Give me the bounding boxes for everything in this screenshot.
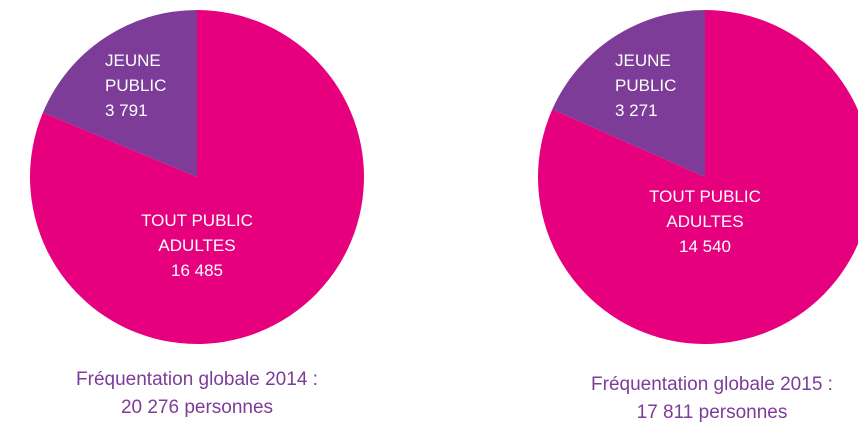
chart-subtitle: 20 276 personnes [120,397,274,418]
chart-title: Fréquentation globale 2015 : [591,374,833,395]
slice-label: TOUT PUBLIC ADULTES 14 540 [620,184,790,259]
slice-value: 3 791 [105,101,148,120]
slice-category: JEUNE PUBLIC [615,51,677,95]
slice-value: 3 271 [615,101,658,120]
pie [538,10,858,344]
slice-label: TOUT PUBLIC ADULTES 16 485 [112,208,282,283]
slice-label: JEUNE PUBLIC 3 791 [105,48,185,123]
slice-category: TOUT PUBLIC ADULTES [649,187,761,231]
chart-caption: Fréquentation globale 2014 : 20 276 perso… [32,366,362,422]
slice-label: JEUNE PUBLIC 3 271 [615,48,695,123]
pie [30,10,365,344]
slice-value: 16 485 [171,261,223,280]
pie-slice [42,10,197,177]
pie-slice [552,10,705,177]
slice-category: TOUT PUBLIC ADULTES [141,211,253,255]
pie-slice [538,10,858,344]
pie-slice [30,10,365,344]
chart-title: Fréquentation globale 2014 : [76,369,318,390]
slice-value: 14 540 [679,237,731,256]
chart-caption: Fréquentation globale 2015 : 17 811 perso… [547,371,858,427]
chart-subtitle: 17 811 personnes [636,402,788,423]
slice-category: JEUNE PUBLIC [105,51,167,95]
